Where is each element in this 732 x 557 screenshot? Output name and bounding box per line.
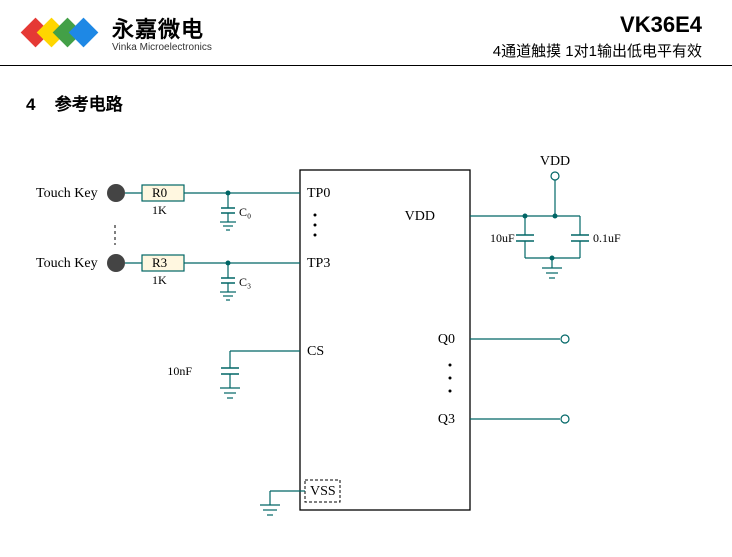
c3-label: C₃	[239, 275, 251, 289]
page-header: 永嘉微电 Vinka Microelectronics VK36E4 4通道触摸…	[0, 0, 732, 66]
r3-label: R3	[152, 255, 167, 270]
section-title: 4 参考电路	[26, 90, 732, 115]
vss-pin: VSS	[310, 484, 336, 499]
logo-icon	[30, 22, 94, 43]
r0-value: 1K	[152, 203, 167, 217]
product-subtitle: 4通道触摸 1对1输出低电平有效	[493, 40, 702, 61]
touchkey0-label: Touch Key	[36, 186, 98, 201]
logo-text-cn: 永嘉微电	[112, 12, 212, 44]
vdd-pin: VDD	[405, 209, 435, 224]
r3-value: 1K	[152, 273, 167, 287]
vdd-top: VDD	[540, 154, 570, 169]
c0-label: C₀	[239, 205, 251, 219]
cs-pin: CS	[307, 344, 324, 359]
tp3-pin: TP3	[307, 256, 330, 271]
circuit-diagram: Touch Key R0 1K C₀ TP0 Touch Key R3 1K C…	[0, 140, 732, 557]
q0-pin: Q0	[438, 332, 455, 347]
section-name: 参考电路	[55, 95, 123, 114]
logo-text-en: Vinka Microelectronics	[112, 42, 212, 53]
r0-label: R0	[152, 185, 167, 200]
product-code: VK36E4	[493, 12, 702, 38]
cs-cap-value: 10nF	[167, 364, 192, 378]
q3-pin: Q3	[438, 412, 455, 427]
section-number: 4	[26, 95, 50, 115]
cap1-value: 10uF	[490, 231, 515, 245]
touchkey3-label: Touch Key	[36, 256, 98, 271]
logo-area: 永嘉微电 Vinka Microelectronics	[30, 12, 212, 53]
tp0-pin: TP0	[307, 186, 330, 201]
cap2-value: 0.1uF	[593, 231, 621, 245]
